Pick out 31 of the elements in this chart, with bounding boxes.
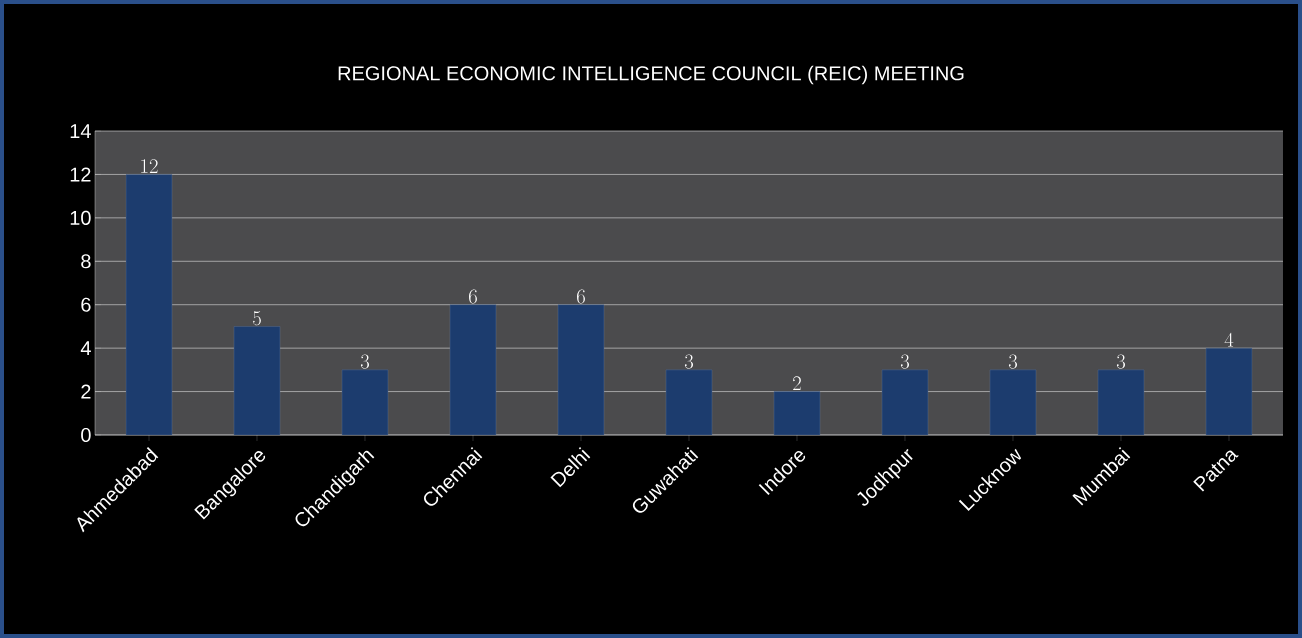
bar <box>1097 369 1145 435</box>
bar <box>665 369 713 435</box>
y-tick-label: 2 <box>81 384 91 399</box>
y-tick-label: 4 <box>80 341 91 356</box>
data-label: 3 <box>684 354 694 369</box>
y-tick-label: 10 <box>70 210 91 225</box>
data-label: 6 <box>577 289 585 304</box>
bar <box>449 304 497 435</box>
bar <box>989 369 1037 435</box>
bar <box>125 174 173 435</box>
y-tick-label: 14 <box>70 124 91 138</box>
data-label: 6 <box>469 289 477 304</box>
chart-title: REGIONAL ECONOMIC INTELLIGENCE COUNCIL (REIC) MEETING <box>338 65 964 85</box>
bar <box>557 304 605 435</box>
data-label: 2 <box>793 376 801 391</box>
y-tick-label: 0 <box>81 427 91 443</box>
bar <box>341 369 389 435</box>
bar <box>1205 347 1253 435</box>
data-label: 5 <box>253 311 261 326</box>
bar <box>233 326 281 435</box>
data-label: 12 <box>141 159 158 173</box>
data-label: 3 <box>360 354 370 369</box>
data-label: 4 <box>1224 332 1234 347</box>
bar <box>773 391 821 435</box>
data-label: 3 <box>1116 354 1126 369</box>
bar <box>881 369 929 435</box>
data-label: 3 <box>900 354 910 369</box>
y-tick-label: 6 <box>81 297 91 312</box>
y-tick-label: 8 <box>81 254 91 269</box>
data-label: 3 <box>1008 354 1018 369</box>
y-tick-label: 12 <box>70 167 91 182</box>
